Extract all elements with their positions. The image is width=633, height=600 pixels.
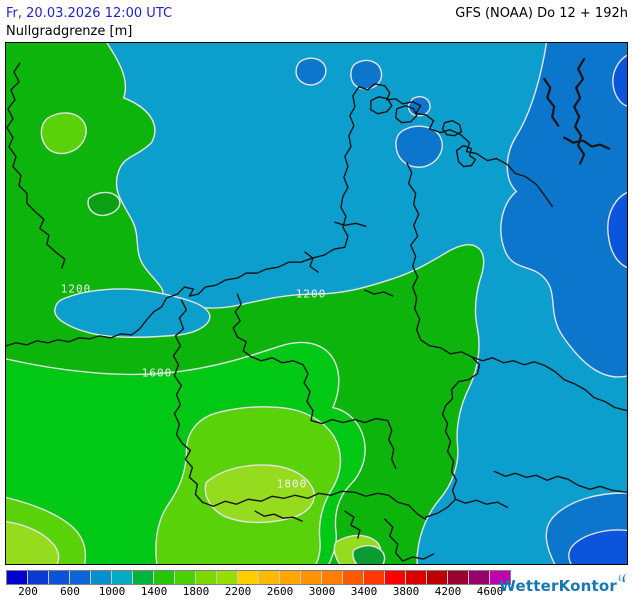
legend-tick-label: 3400 xyxy=(350,585,378,598)
coastline-britain-france xyxy=(6,62,155,347)
legend-swatch xyxy=(49,571,70,584)
legend-swatch xyxy=(343,571,364,584)
region-blue-blob-1 xyxy=(295,57,327,86)
weather-map: 1200 1200 1600 1800 xyxy=(5,42,628,565)
valid-datetime: Fr, 20.03.2026 12:00 UTC xyxy=(6,6,173,21)
legend-swatch xyxy=(385,571,406,584)
legend-tick-label: 1400 xyxy=(140,585,168,598)
legend-swatch xyxy=(196,571,217,584)
legend-tick-label: 200 xyxy=(18,585,38,598)
legend-swatch xyxy=(406,571,427,584)
borders-internal xyxy=(232,221,397,470)
region-patch-west-dark xyxy=(87,191,121,217)
region-blue-blob-4 xyxy=(407,96,431,117)
legend-tick-label: 4600 xyxy=(476,585,504,598)
region-blue-deep-east xyxy=(607,191,627,269)
legend-bar xyxy=(6,570,511,585)
borders-alps-south xyxy=(254,510,435,562)
legend-swatch xyxy=(469,571,490,584)
map-canvas xyxy=(6,43,627,564)
coastline-northsea-baltic xyxy=(152,83,553,313)
model-run-label: GFS (NOAA) Do 12 + 192h xyxy=(455,6,628,21)
logo-text: WetterKontor xyxy=(499,577,617,595)
legend-swatch xyxy=(280,571,301,584)
region-blue-deep-se xyxy=(568,529,627,564)
region-channel-cyan xyxy=(54,288,211,338)
coastline-islands xyxy=(370,96,477,168)
legend-swatch xyxy=(448,571,469,584)
legend-swatch xyxy=(364,571,385,584)
coastline-baltic-ne xyxy=(543,57,611,165)
parameter-title: Nullgradgrenze [m] xyxy=(6,24,133,39)
legend-tick-label: 2200 xyxy=(224,585,252,598)
region-green-deep-s xyxy=(352,544,386,564)
legend-tick-label: 4200 xyxy=(434,585,462,598)
legend-swatch xyxy=(259,571,280,584)
region-green-light-sw xyxy=(6,521,60,564)
legend-swatch xyxy=(112,571,133,584)
legend-swatch xyxy=(427,571,448,584)
border-east-czech xyxy=(406,161,481,518)
legend-swatch xyxy=(28,571,49,584)
legend-ticks: 200 600 1000 1400 1800 2200 2600 3000 3400 3800 42… xyxy=(7,585,527,598)
legend-swatch xyxy=(70,571,91,584)
legend-tick-label: 3000 xyxy=(308,585,336,598)
logo-wing-icon xyxy=(617,570,628,588)
borders-southeast xyxy=(454,356,627,508)
legend-swatch xyxy=(133,571,154,584)
legend-tick-label: 3800 xyxy=(392,585,420,598)
legend-swatch xyxy=(7,571,28,584)
legend-swatch xyxy=(322,571,343,584)
legend-swatch xyxy=(490,571,510,584)
region-blue-east xyxy=(500,43,627,378)
region-blue-blob-3 xyxy=(395,125,443,168)
legend-swatch xyxy=(238,571,259,584)
legend-tick-label: 2600 xyxy=(266,585,294,598)
legend-swatch xyxy=(175,571,196,584)
region-green-light-alps xyxy=(204,464,315,524)
legend-swatch xyxy=(91,571,112,584)
legend-swatch xyxy=(301,571,322,584)
legend-tick-label: 1000 xyxy=(98,585,126,598)
legend-swatch xyxy=(154,571,175,584)
legend-tick-label: 1800 xyxy=(182,585,210,598)
border-west-alps xyxy=(172,299,427,520)
region-patch-west-light xyxy=(40,112,87,155)
legend-tick-label: 600 xyxy=(60,585,80,598)
legend-swatch xyxy=(217,571,238,584)
region-blue-deep-ne xyxy=(612,54,627,107)
wetterkontor-logo[interactable]: WetterKontor xyxy=(499,574,628,595)
